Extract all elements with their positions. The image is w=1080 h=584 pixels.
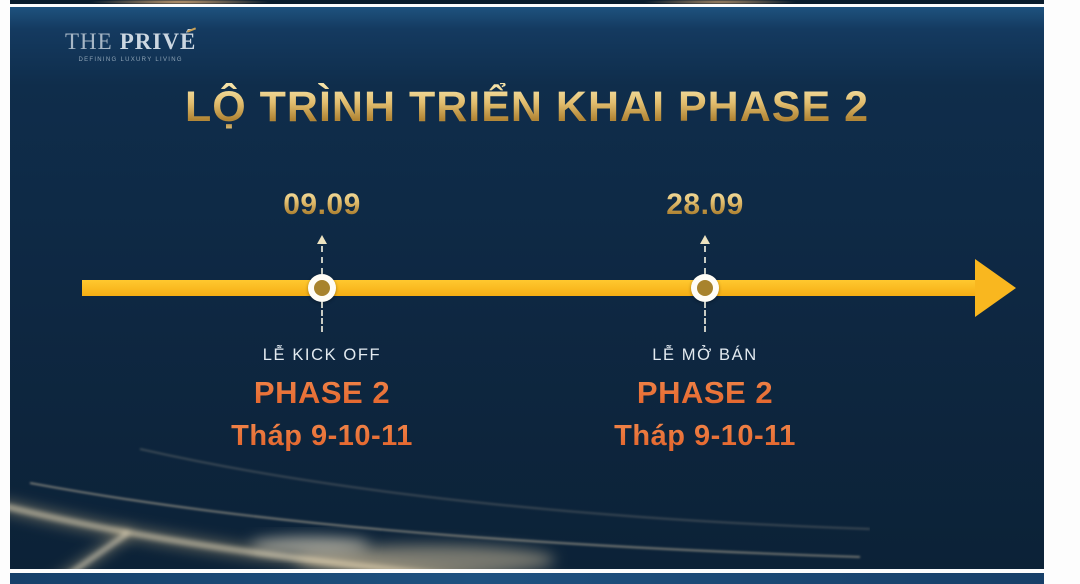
milestone-event: LỄ KICK OFF [262, 346, 382, 364]
brand-prive: PRIVÉ [119, 29, 197, 54]
dashed-connector-down [704, 302, 706, 332]
milestone-towers: Tháp 9-10-11 [172, 420, 472, 453]
milestone-kickoff: 09.09 LỄ KICK OFF PHASE 2 Tháp 9-10-11 [172, 188, 472, 478]
timeline-bar [82, 280, 975, 296]
timeline-marker-dot [697, 280, 713, 296]
adjacent-slide-top-edge [10, 0, 1044, 4]
timeline-arrow-head-icon [975, 259, 1016, 317]
dashed-arrow-up-icon [317, 235, 327, 244]
milestone-date: 09.09 [172, 188, 472, 222]
milestone-towers: Tháp 9-10-11 [555, 420, 855, 453]
milestone-event: LỄ MỞ BÁN [652, 346, 758, 364]
brand-tagline: DEFINING LUXURY LIVING [78, 57, 183, 63]
milestone-opensale: 28.09 LỄ MỞ BÁN PHASE 2 Tháp 9-10-11 [555, 188, 855, 478]
brand-logo: THE PRIVÉ DEFINING LUXURY LIVING [65, 29, 196, 63]
timeline-marker-dot [314, 280, 330, 296]
brand-wordmark: THE PRIVÉ [65, 29, 196, 55]
milestone-phase: PHASE 2 [172, 375, 472, 411]
timeline-marker [691, 274, 719, 302]
dashed-arrow-up-icon [700, 235, 710, 244]
adjacent-slide-bottom-edge [10, 573, 1044, 584]
slide-title: LỘ TRÌNH TRIỂN KHAI PHASE 2 [10, 83, 1044, 132]
brand-the: THE [65, 29, 113, 54]
dashed-connector-down [321, 302, 323, 332]
roadmap-slide: THE PRIVÉ DEFINING LUXURY LIVING LỘ TRÌNH… [10, 7, 1044, 569]
milestone-date: 28.09 [555, 188, 855, 222]
dashed-connector-up [321, 246, 323, 274]
milestone-phase: PHASE 2 [555, 375, 855, 411]
dashed-connector-up [704, 246, 706, 274]
timeline-marker [308, 274, 336, 302]
